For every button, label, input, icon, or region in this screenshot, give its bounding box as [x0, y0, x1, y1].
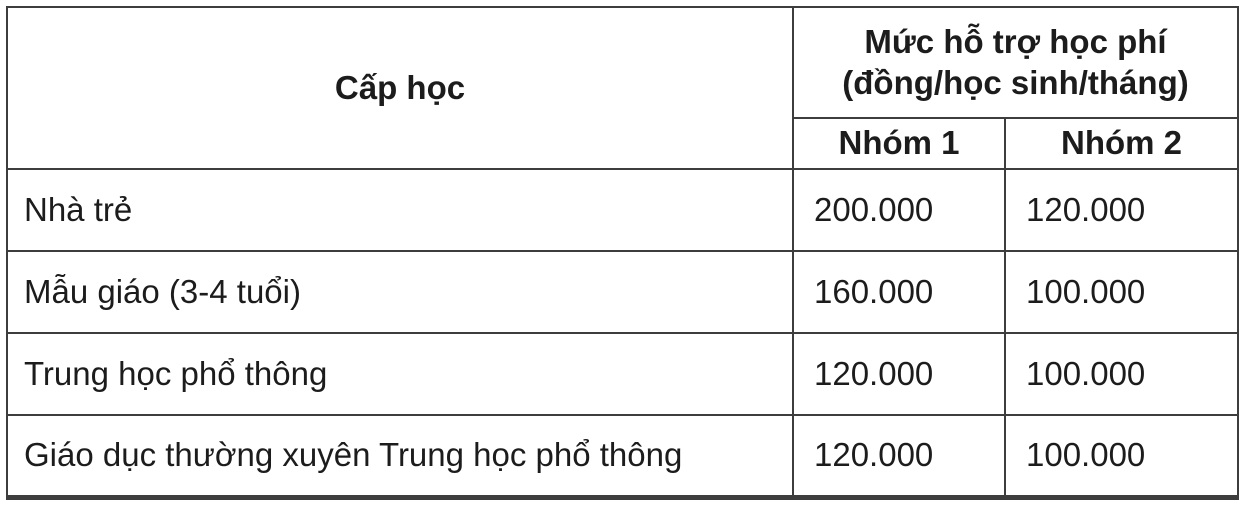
table-row: Giáo dục thường xuyên Trung học phổ thôn… — [6, 414, 1239, 498]
table-row: Nhà trẻ 200.000 120.000 — [6, 168, 1239, 252]
row-nhom2-value-cell: 100.000 — [1004, 332, 1239, 416]
header-row-sub: Nhóm 1 Nhóm 2 — [7, 117, 1239, 170]
column-header-level: Cấp học — [6, 6, 794, 170]
table-row: Trung học phổ thông 120.000 100.000 — [6, 332, 1239, 416]
table-row: Mẫu giáo (3-4 tuổi) 160.000 100.000 — [6, 250, 1239, 334]
support-group-title-line2: (đồng/học sinh/tháng) — [842, 63, 1189, 101]
row-level-cell: Trung học phổ thông — [6, 332, 794, 416]
row-nhom2-value-cell: 120.000 — [1004, 168, 1239, 252]
support-group-title-line1: Mức hỗ trợ học phí — [864, 23, 1167, 61]
row-nhom1-value-cell: 200.000 — [792, 168, 1006, 252]
row-level-cell: Nhà trẻ — [6, 168, 794, 252]
column-header-support-group: Mức hỗ trợ học phí (đồng/học sinh/tháng) — [792, 6, 1239, 119]
column-header-nhom2: Nhóm 2 — [1004, 117, 1239, 170]
row-nhom1-value-cell: 160.000 — [792, 250, 1006, 334]
tuition-support-table: Cấp học Mức hỗ trợ học phí (đồng/học sin… — [6, 6, 1239, 500]
header-row-top: Cấp học Mức hỗ trợ học phí (đồng/học sin… — [6, 6, 1239, 170]
row-level-cell: Mẫu giáo (3-4 tuổi) — [6, 250, 794, 334]
table-body: Nhà trẻ 200.000 120.000 Mẫu giáo (3-4 tu… — [6, 168, 1239, 498]
row-nhom1-value-cell: 120.000 — [792, 332, 1006, 416]
column-header-nhom1: Nhóm 1 — [792, 117, 1006, 170]
row-nhom1-value-cell: 120.000 — [792, 414, 1006, 498]
row-nhom2-value-cell: 100.000 — [1004, 250, 1239, 334]
row-nhom2-value-cell: 100.000 — [1004, 414, 1239, 498]
row-level-cell: Giáo dục thường xuyên Trung học phổ thôn… — [6, 414, 794, 498]
table-header: Cấp học Mức hỗ trợ học phí (đồng/học sin… — [6, 6, 1239, 170]
